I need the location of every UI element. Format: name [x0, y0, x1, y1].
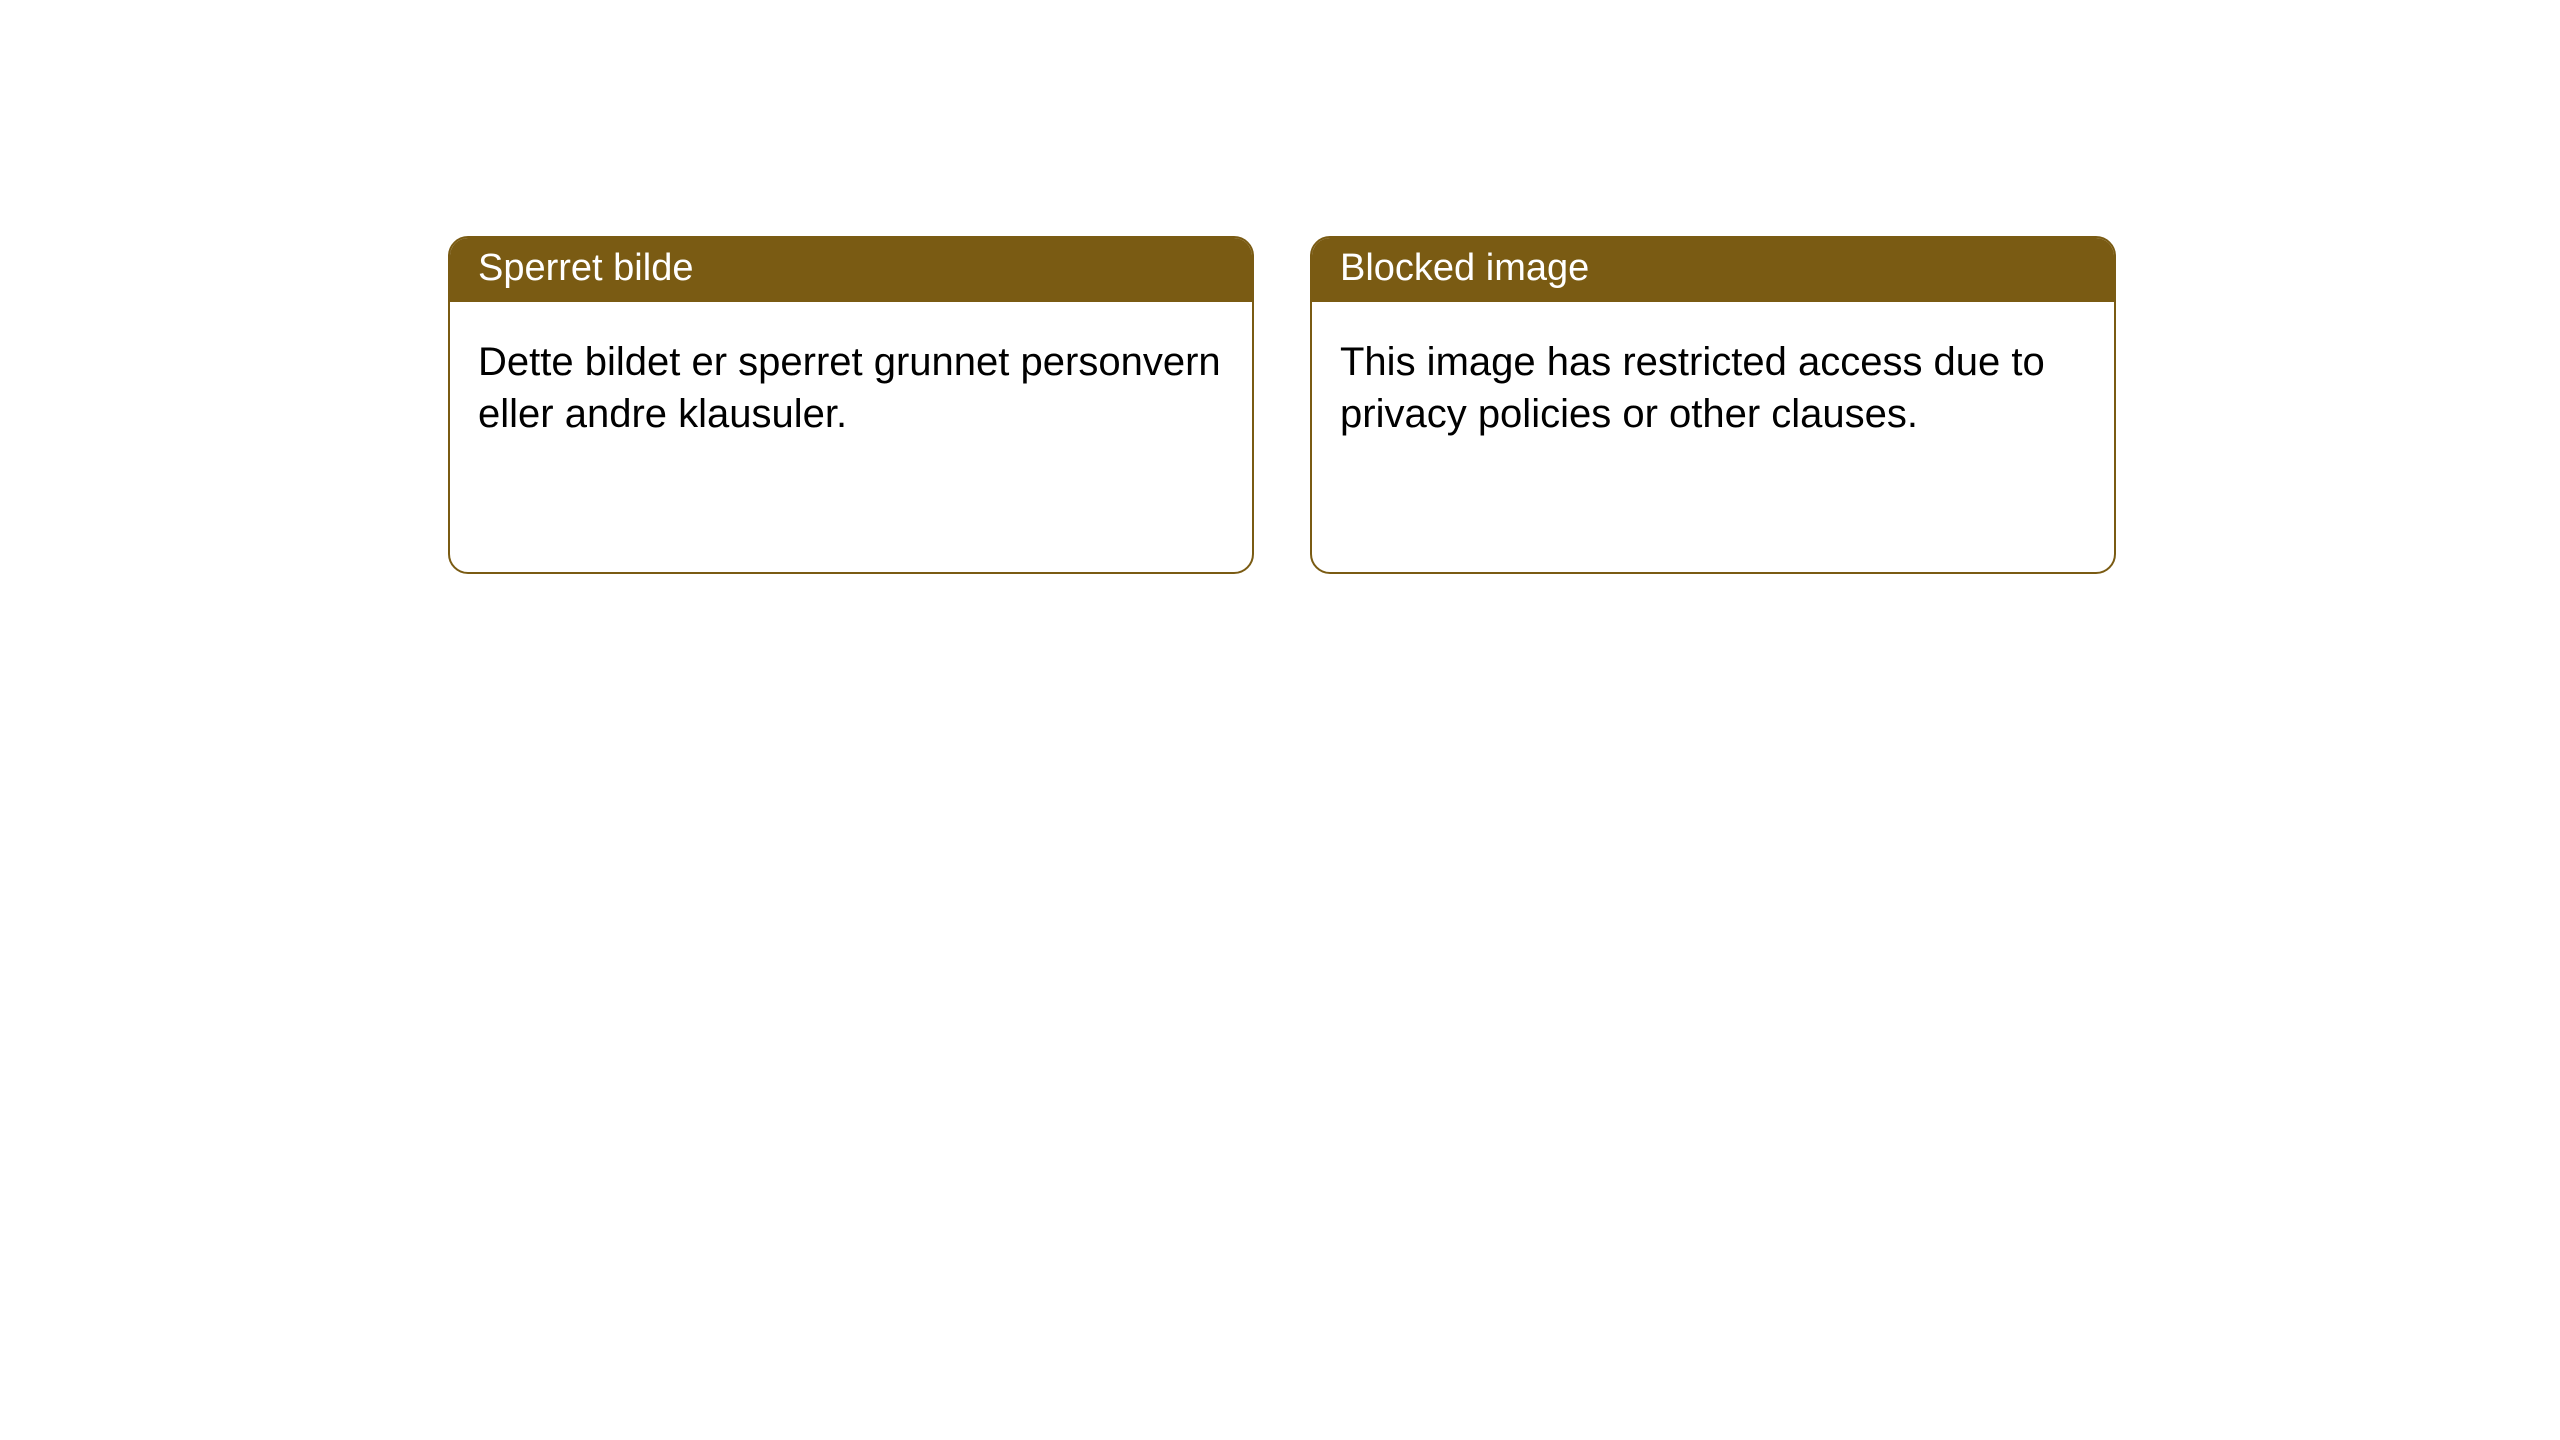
notice-body: Dette bildet er sperret grunnet personve…	[450, 302, 1252, 474]
notice-card-norwegian: Sperret bilde Dette bildet er sperret gr…	[448, 236, 1254, 574]
notice-header: Blocked image	[1312, 238, 2114, 302]
notice-container: Sperret bilde Dette bildet er sperret gr…	[0, 0, 2560, 574]
notice-card-english: Blocked image This image has restricted …	[1310, 236, 2116, 574]
notice-body: This image has restricted access due to …	[1312, 302, 2114, 474]
notice-header: Sperret bilde	[450, 238, 1252, 302]
